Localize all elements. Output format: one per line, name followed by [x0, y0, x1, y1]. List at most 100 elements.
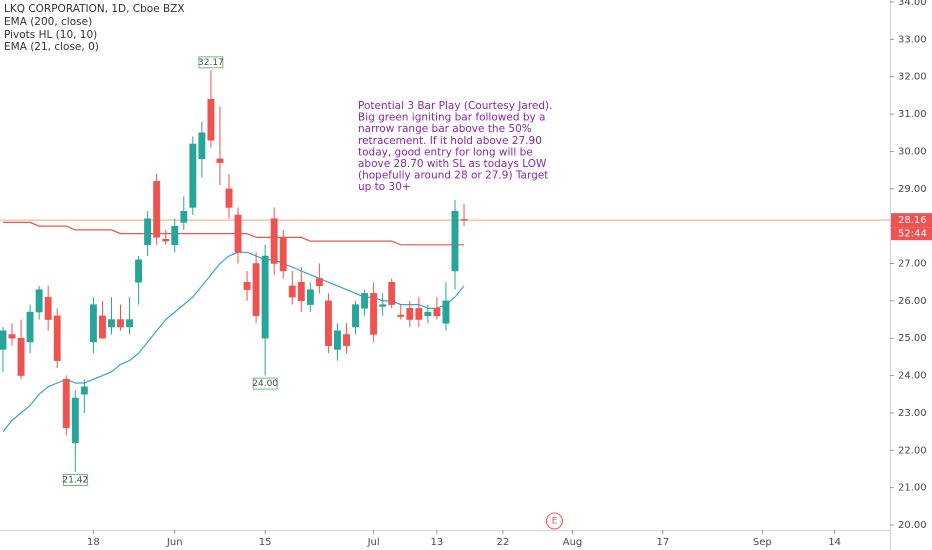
- candle-body: [451, 210, 459, 272]
- candle-body: [153, 181, 161, 238]
- x-tick-label: Sep: [753, 537, 772, 548]
- candle-body: [297, 281, 305, 302]
- chart-title: LKQ CORPORATION, 1D, Cboe BZX: [4, 3, 185, 15]
- x-tick-label: 18: [87, 537, 100, 548]
- candle-body: [315, 278, 323, 287]
- candle-body: [135, 259, 143, 283]
- candle-body: [243, 281, 251, 290]
- y-tick-label: 21.00: [898, 483, 927, 494]
- candle-body: [252, 263, 260, 317]
- y-tick-label: 34.00: [898, 0, 927, 8]
- candle-body: [126, 319, 133, 328]
- candle-body: [460, 219, 468, 221]
- y-tick-label: 24.00: [898, 371, 927, 382]
- x-tick-label: Jun: [166, 537, 183, 548]
- x-tick-label: 13: [431, 537, 444, 548]
- candle-body: [288, 285, 296, 298]
- y-tick-label: 27.00: [898, 259, 927, 270]
- x-tick-label: 17: [657, 537, 670, 548]
- y-tick-label: 33.00: [898, 34, 927, 45]
- annotation-text: above 28.70 with SL as todays LOW: [358, 158, 547, 170]
- y-tick-label: 30.00: [898, 146, 927, 157]
- candle-body: [370, 293, 378, 335]
- candle-body: [433, 308, 441, 317]
- candle-body: [44, 296, 52, 320]
- candle-body: [261, 255, 269, 339]
- y-tick-label: 26.00: [898, 296, 927, 307]
- indicator-label: EMA (21, close, 0): [4, 41, 99, 53]
- earnings-label: E: [552, 517, 558, 527]
- y-tick-label: 29.00: [898, 184, 927, 195]
- ema-line: [2, 251, 465, 432]
- x-tick-label: 15: [259, 537, 272, 548]
- candle-body: [8, 334, 16, 339]
- candle-body: [162, 238, 170, 242]
- y-tick-label: 32.00: [898, 72, 927, 83]
- candle-body: [144, 218, 152, 246]
- candle-body: [415, 308, 423, 320]
- y-tick-label: 20.00: [898, 520, 927, 531]
- candle-body: [324, 300, 332, 346]
- last-price-box: [891, 213, 932, 228]
- ema-line: [3, 221, 464, 246]
- earnings-marker: [545, 512, 563, 530]
- candle-body: [234, 214, 242, 253]
- candle-body: [80, 386, 88, 395]
- candle-body: [424, 311, 432, 317]
- y-tick-label: 22.00: [898, 445, 927, 456]
- candle-body: [442, 300, 450, 324]
- candle-body: [189, 143, 197, 208]
- candle-body: [207, 98, 215, 141]
- candle-body: [0, 330, 7, 350]
- pivot-label: 32.17: [198, 58, 224, 68]
- candle-body: [180, 210, 188, 223]
- pivot-box: [62, 474, 88, 486]
- candle-body: [71, 397, 79, 444]
- x-tick-label: Aug: [563, 537, 583, 548]
- annotation-text: (hopefully around 28 or 27.9) Target: [358, 170, 548, 182]
- candle-body: [117, 319, 124, 328]
- candle-body: [225, 188, 233, 208]
- y-tick-label: 31.00: [898, 109, 927, 120]
- annotation-text: Big green igniting bar followed by a: [358, 112, 545, 124]
- candle-body: [397, 314, 405, 317]
- countdown-box: [891, 227, 932, 241]
- annotation-text: up to 30+: [358, 181, 411, 193]
- annotation-text: Potential 3 Bar Play (Courtesy Jared).: [358, 100, 552, 112]
- candle-body: [334, 330, 341, 350]
- pivot-label: 24.00: [252, 379, 278, 389]
- candle-body: [361, 293, 369, 309]
- candle-body: [343, 334, 350, 346]
- candle-body: [62, 379, 70, 429]
- candle-body: [26, 311, 34, 343]
- y-tick-label: 23.00: [898, 408, 927, 419]
- candle-body: [98, 315, 106, 339]
- pivot-box: [252, 377, 278, 390]
- candle-body: [379, 304, 387, 307]
- x-tick-label: Jul: [367, 537, 380, 548]
- x-tick-label: 22: [497, 537, 510, 548]
- candle-body: [35, 289, 43, 313]
- candle-body: [53, 315, 61, 361]
- candle-body: [306, 289, 314, 305]
- x-tick-label: 14: [828, 537, 841, 548]
- last-price-label: 28.16: [898, 215, 927, 226]
- candle-body: [108, 319, 115, 328]
- countdown-label: 52:44: [898, 229, 927, 240]
- candle-body: [89, 304, 97, 343]
- annotation-text: narrow range bar above the 50%: [358, 123, 532, 135]
- candle-body: [171, 225, 179, 246]
- indicator-label: EMA (200, close): [4, 16, 92, 28]
- candle-body: [17, 337, 25, 376]
- pivot-label: 21.42: [62, 475, 88, 485]
- indicator-label: Pivots HL (10, 10): [4, 29, 97, 41]
- candle-body: [216, 158, 224, 163]
- candle-body: [279, 237, 287, 272]
- annotation-text: today, good entry for long will be: [358, 146, 533, 158]
- y-tick-label: 25.00: [898, 333, 927, 344]
- pivot-box: [198, 56, 224, 69]
- candle-body: [388, 281, 396, 305]
- candle-body: [270, 218, 278, 264]
